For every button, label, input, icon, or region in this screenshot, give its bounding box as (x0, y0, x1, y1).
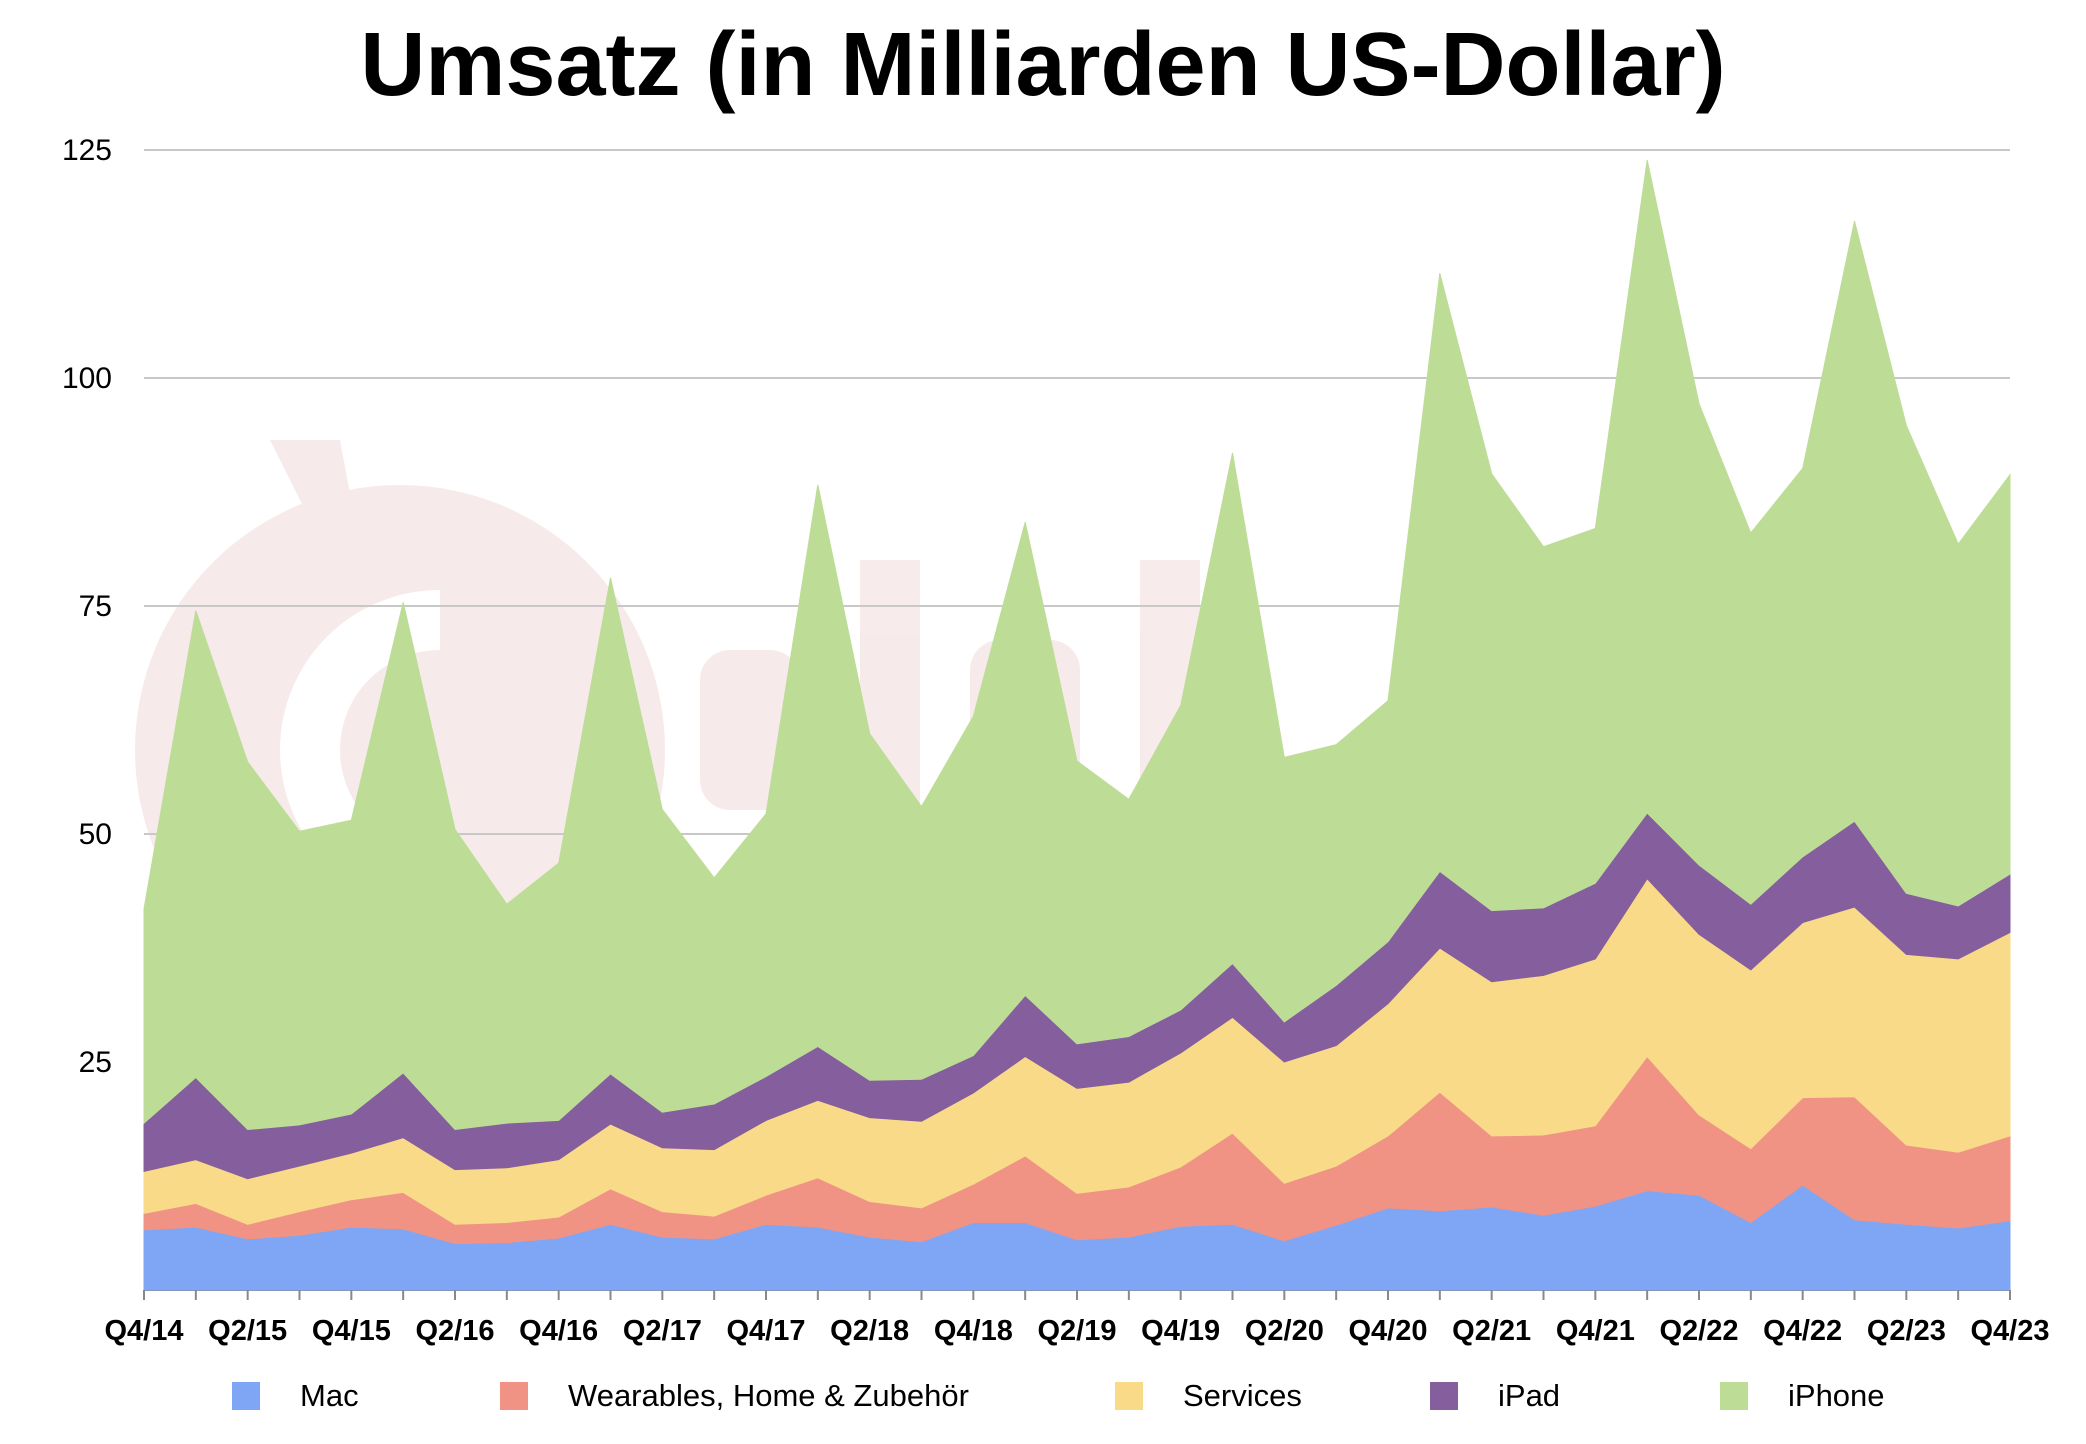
x-tick-label: Q4/16 (519, 1315, 598, 1347)
legend-swatch (232, 1382, 260, 1410)
x-tick-label: Q4/17 (727, 1315, 806, 1347)
x-tick-label: Q4/15 (312, 1315, 391, 1347)
x-tick-label: Q4/22 (1763, 1315, 1842, 1347)
legend-swatch (1115, 1382, 1143, 1410)
x-tick-label: Q4/14 (105, 1315, 184, 1347)
x-tick-label: Q2/15 (208, 1315, 287, 1347)
y-tick-label: 75 (79, 590, 112, 623)
x-tick-label: Q4/23 (1971, 1315, 2050, 1347)
x-tick-label: Q2/17 (623, 1315, 702, 1347)
legend-label: iPad (1498, 1378, 1561, 1413)
legend-label: Mac (300, 1378, 359, 1413)
area-iphone (143, 159, 2011, 1131)
legend-swatch (1430, 1382, 1458, 1410)
legend-item: Wearables, Home & Zubehör (500, 1378, 969, 1414)
x-axis-ticks: Q4/14 Q2/15 Q4/15 Q2/16 Q4/16 Q2/17 Q4/17 Q2/18… (105, 1290, 2050, 1347)
y-tick-label: 125 (62, 134, 112, 167)
legend-item: iPhone (1720, 1378, 1885, 1414)
legend-label: Wearables, Home & Zubehör (568, 1378, 969, 1413)
x-tick-label: Q4/18 (934, 1315, 1013, 1347)
legend-item: iPad (1430, 1378, 1560, 1414)
y-tick-label: 100 (62, 362, 112, 395)
legend-label: Services (1183, 1378, 1302, 1413)
chart-title: Umsatz (in Milliarden US-Dollar) (360, 15, 1726, 115)
series-areas (143, 159, 2011, 1291)
x-tick-label: Q4/21 (1556, 1315, 1635, 1347)
legend-label: iPhone (1788, 1378, 1885, 1413)
y-tick-label: 25 (79, 1046, 112, 1079)
legend-item: Services (1115, 1378, 1302, 1414)
legend-swatch (500, 1382, 528, 1410)
x-tick-label: Q2/18 (830, 1315, 909, 1347)
legend-swatch (1720, 1382, 1748, 1410)
y-axis-ticks: 25 50 75 100 125 (62, 134, 112, 1079)
legend-item: Mac (232, 1378, 359, 1414)
legend: Mac Wearables, Home & Zubehör Services iPad… (0, 1378, 2086, 1428)
x-tick-label: Q4/20 (1349, 1315, 1428, 1347)
x-tick-label: Q2/16 (416, 1315, 495, 1347)
x-tick-label: Q4/19 (1141, 1315, 1220, 1347)
x-tick-label: Q2/21 (1452, 1315, 1531, 1347)
y-tick-label: 50 (79, 818, 112, 851)
x-tick-label: Q2/19 (1038, 1315, 1117, 1347)
x-tick-label: Q2/22 (1660, 1315, 1739, 1347)
x-tick-label: Q2/23 (1867, 1315, 1946, 1347)
x-tick-label: Q2/20 (1245, 1315, 1324, 1347)
